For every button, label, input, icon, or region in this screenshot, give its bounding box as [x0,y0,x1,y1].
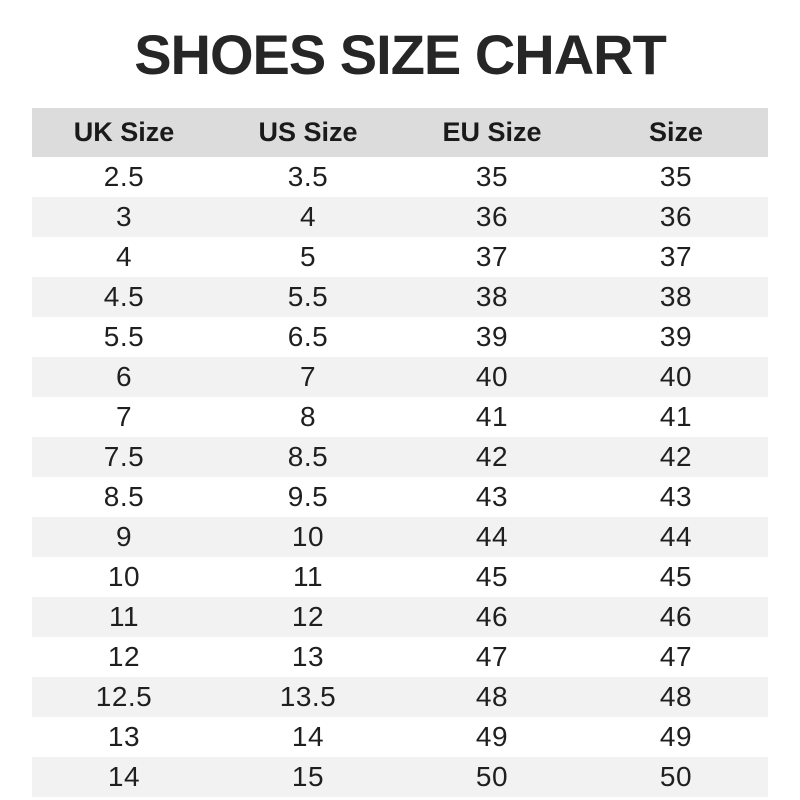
table-cell: 46 [475,601,509,632]
table-cell: 13.5 [279,681,337,712]
table-cell: 43 [475,481,509,512]
size-table-header: UK Size US Size EU Size Size [32,108,768,157]
table-cell: 47 [659,641,693,672]
table-cell: 11 [292,561,324,592]
table-row: 7 8 41 41 [32,397,768,437]
table-cell: 10 [107,561,141,592]
table-cell: 35 [659,161,693,192]
table-cell: 36 [475,201,509,232]
table-cell: 14 [107,761,141,792]
table-cell: 50 [659,761,693,792]
table-cell: 42 [659,441,693,472]
table-cell: 7.5 [103,441,145,472]
column-header-eu-size: EU Size [400,108,584,157]
table-row: 12.5 13.5 48 48 [32,677,768,717]
table-cell: 41 [475,401,509,432]
table-cell: 4.5 [103,281,145,312]
table-cell: 40 [659,361,693,392]
table-cell: 4 [299,201,317,232]
size-table-body: 2.5 3.5 35 35 3 4 36 36 4 5 37 37 4.5 5.5 38 38 5.5 6.5 39… [32,157,768,797]
table-row: 3 4 36 36 [32,197,768,237]
table-cell: 45 [475,561,509,592]
table-cell: 9.5 [287,481,329,512]
table-row: 4.5 5.5 38 38 [32,277,768,317]
table-cell: 47 [475,641,509,672]
table-cell: 6.5 [287,321,329,352]
table-cell: 7 [115,401,133,432]
table-cell: 10 [291,521,325,552]
table-cell: 12.5 [95,681,153,712]
column-header-size: Size [584,108,768,157]
table-cell: 3 [115,201,133,232]
table-cell: 37 [475,241,509,272]
table-row: 13 14 49 49 [32,717,768,757]
table-cell: 2.5 [103,161,145,192]
table-cell: 5.5 [287,281,329,312]
table-cell: 8 [299,401,317,432]
table-row: 12 13 47 47 [32,637,768,677]
table-row: 4 5 37 37 [32,237,768,277]
table-row: 7.5 8.5 42 42 [32,437,768,477]
table-cell: 46 [659,601,693,632]
table-cell: 39 [659,321,693,352]
table-cell: 49 [475,721,509,752]
table-cell: 44 [475,521,509,552]
table-cell: 7 [299,361,317,392]
table-row: 5.5 6.5 39 39 [32,317,768,357]
table-row: 2.5 3.5 35 35 [32,157,768,197]
table-cell: 4 [115,241,133,272]
table-cell: 5 [299,241,317,272]
table-row: 9 10 44 44 [32,517,768,557]
table-cell: 50 [475,761,509,792]
table-cell: 48 [659,681,693,712]
table-cell: 42 [475,441,509,472]
table-row: 10 11 45 45 [32,557,768,597]
table-cell: 39 [475,321,509,352]
size-table: UK Size US Size EU Size Size 2.5 3.5 35 35 3… [32,108,768,797]
table-cell: 41 [659,401,693,432]
table-row: 6 7 40 40 [32,357,768,397]
table-cell: 13 [291,641,325,672]
table-row: 11 12 46 46 [32,597,768,637]
table-cell: 43 [659,481,693,512]
column-header-us-size: US Size [216,108,400,157]
table-cell: 15 [291,761,325,792]
table-cell: 48 [475,681,509,712]
table-cell: 14 [291,721,325,752]
table-cell: 8.5 [103,481,145,512]
table-cell: 36 [659,201,693,232]
table-cell: 12 [291,601,325,632]
column-header-uk-size: UK Size [32,108,216,157]
table-cell: 3.5 [287,161,329,192]
table-cell: 45 [659,561,693,592]
table-cell: 6 [115,361,133,392]
table-cell: 38 [659,281,693,312]
table-cell: 11 [108,601,140,632]
table-row: 14 15 50 50 [32,757,768,797]
table-header-row: UK Size US Size EU Size Size [32,108,768,157]
table-cell: 40 [475,361,509,392]
page-title: SHOES SIZE CHART [134,23,667,86]
table-cell: 5.5 [103,321,145,352]
table-cell: 44 [659,521,693,552]
table-cell: 8.5 [287,441,329,472]
table-row: 8.5 9.5 43 43 [32,477,768,517]
table-cell: 9 [115,521,133,552]
table-cell: 37 [659,241,693,272]
table-cell: 38 [475,281,509,312]
table-cell: 49 [659,721,693,752]
table-cell: 13 [107,721,141,752]
table-cell: 35 [475,161,509,192]
table-cell: 12 [107,641,141,672]
